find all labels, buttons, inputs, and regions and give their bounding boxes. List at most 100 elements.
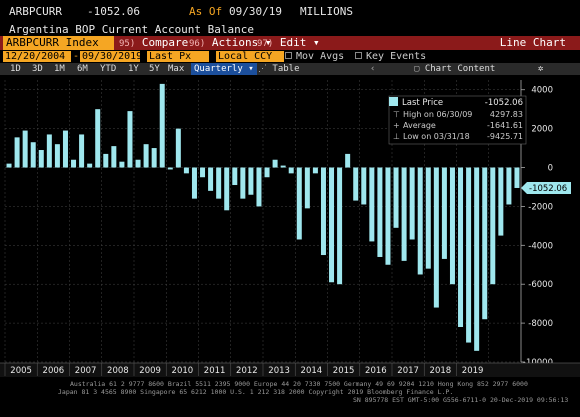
start-date-field[interactable]: 12/20/2004	[3, 51, 71, 62]
bar-q13	[103, 153, 109, 168]
end-date-field[interactable]: 09/30/2019	[80, 51, 143, 62]
legend-high-value: 4297.83	[490, 110, 523, 119]
bar-q45	[361, 167, 367, 205]
period-1d[interactable]: 1D	[10, 64, 21, 74]
bar-q34	[272, 159, 278, 168]
x-tick-label: 2008	[107, 366, 129, 376]
mov-avgs-toggle[interactable]: Mov Avgs	[285, 51, 344, 62]
period-5y[interactable]: 5Y	[149, 64, 160, 74]
footer-line-2: Japan 81 3 4565 8900 Singapore 65 6212 1…	[58, 388, 454, 396]
key-events-toggle[interactable]: Key Events	[355, 51, 426, 62]
frequency-label: Quarterly	[194, 64, 243, 74]
y-tick-label: 2000	[531, 125, 553, 135]
footer-line-1: Australia 61 2 9777 8600 Brazil 5511 239…	[70, 380, 528, 388]
legend-average-label: Average	[403, 121, 436, 130]
bar-q38	[304, 167, 310, 209]
bar-q14	[111, 146, 117, 168]
mov-avgs-checkbox[interactable]	[285, 52, 292, 59]
x-tick-label: 2017	[397, 366, 419, 376]
bar-q27	[216, 167, 222, 199]
y-tick-label: -4000	[528, 241, 553, 251]
bar-q19	[151, 148, 157, 168]
x-tick-label: 2007	[75, 366, 97, 376]
bar-q26	[208, 167, 214, 191]
bar-q2	[14, 137, 20, 168]
key-events-checkbox[interactable]	[355, 52, 362, 59]
bar-q47	[377, 167, 383, 257]
bar-q4	[30, 142, 36, 168]
legend-high-icon: ⊤	[393, 110, 400, 119]
bar-q3	[22, 130, 28, 168]
bar-q60	[482, 167, 488, 320]
chart-settings-row: 12/20/2004 - 09/30/2019 Last Px Local CC…	[0, 51, 580, 62]
last-value-tag-text: -1052.06	[529, 184, 567, 194]
bar-q28	[224, 167, 230, 211]
period-max[interactable]: Max	[168, 64, 185, 74]
bar-q17	[135, 159, 141, 168]
x-tick-label: 2015	[333, 366, 355, 376]
bar-q51	[409, 167, 415, 240]
compare-button[interactable]: 95) Compare	[119, 36, 188, 50]
chart-content-icon: ▢	[414, 64, 425, 74]
actions-shortcut: 96)	[189, 39, 206, 49]
compare-label: Compare	[141, 36, 189, 49]
x-tick-label: 2016	[365, 366, 387, 376]
security-description: Argentina BOP Current Account Balance	[9, 23, 255, 36]
table-icon: ⋰	[258, 64, 273, 74]
period-ytd[interactable]: YTD	[100, 64, 117, 74]
bar-q42	[337, 167, 343, 285]
bar-q21	[167, 167, 173, 170]
legend-average-icon: +	[393, 121, 400, 130]
chart-content-button[interactable]: ▢ Chart Content	[414, 63, 495, 75]
table-label: Table	[272, 64, 300, 74]
period-3d[interactable]: 3D	[32, 64, 43, 74]
bar-q53	[425, 167, 431, 269]
security-field[interactable]: ARBPCURR Index	[3, 36, 114, 50]
edit-label: Edit ▾	[279, 36, 320, 49]
legend-average-value: -1641.61	[487, 121, 523, 130]
chevron-left-icon[interactable]: ‹	[370, 64, 376, 74]
currency-select[interactable]: Local CCY	[216, 51, 284, 62]
x-tick-label: 2009	[139, 366, 161, 376]
units-label: MILLIONS	[300, 5, 353, 18]
period-1y[interactable]: 1Y	[128, 64, 139, 74]
chevron-down-icon: ▾	[248, 64, 254, 74]
bar-q61	[490, 167, 496, 285]
edit-shortcut: 97)	[257, 39, 274, 49]
last-value: -1052.06	[87, 5, 140, 18]
chart-type-title: Line Chart	[499, 36, 566, 49]
bar-q7	[54, 144, 60, 168]
period-6m[interactable]: 6M	[77, 64, 88, 74]
bar-q52	[417, 167, 423, 275]
period-1m[interactable]: 1M	[54, 64, 65, 74]
bar-q41	[329, 167, 335, 283]
mov-avgs-label: Mov Avgs	[296, 51, 345, 62]
legend-low-value: -9425.71	[487, 132, 523, 141]
ticker-symbol: ARBPCURR	[9, 5, 62, 18]
settings-icon[interactable]: ✲	[538, 64, 544, 74]
key-events-label: Key Events	[366, 51, 427, 62]
bar-q59	[474, 167, 480, 351]
frequency-select[interactable]: Quarterly ▾	[191, 63, 257, 75]
actions-label: Actions ▾	[211, 36, 272, 49]
bar-q15	[119, 161, 125, 168]
table-button[interactable]: ⋰ Table	[258, 63, 300, 75]
legend-low-label: Low on 03/31/18	[403, 132, 470, 141]
bar-q63	[506, 167, 512, 205]
bar-q62	[498, 167, 504, 236]
bar-q55	[441, 167, 447, 259]
bar-q35	[280, 165, 286, 168]
price-field-select[interactable]: Last Px	[147, 51, 209, 62]
actions-menu[interactable]: 96) Actions ▾	[189, 36, 272, 50]
bar-q48	[385, 167, 391, 265]
footer-line-3: SN 895778 EST GMT-5:00 G556-6711-0 20-De…	[353, 396, 569, 404]
bar-q50	[401, 167, 407, 261]
bar-q29	[232, 167, 238, 186]
bar-q20	[159, 83, 165, 168]
legend-swatch	[389, 97, 398, 106]
last-value-tag	[521, 181, 571, 194]
x-tick-label: 2013	[268, 366, 290, 376]
edit-menu[interactable]: 97) Edit ▾	[257, 36, 320, 50]
x-tick-label: 2012	[236, 366, 258, 376]
